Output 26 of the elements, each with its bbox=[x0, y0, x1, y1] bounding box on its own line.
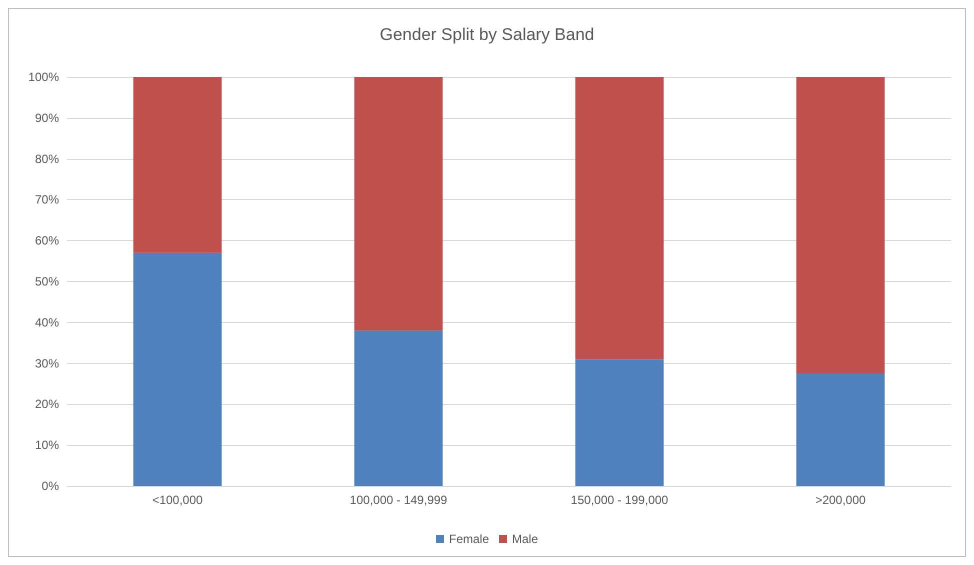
y-tick-label: 60% bbox=[34, 234, 60, 248]
chart-title: Gender Split by Salary Band bbox=[380, 25, 594, 44]
y-tick-label: 80% bbox=[34, 152, 60, 166]
y-tick-label: 70% bbox=[34, 192, 60, 207]
bar bbox=[575, 359, 664, 486]
y-tick-label: 20% bbox=[34, 397, 60, 412]
legend-label: Male bbox=[512, 532, 538, 546]
bar bbox=[575, 77, 664, 360]
bar bbox=[354, 330, 443, 486]
bar bbox=[133, 77, 222, 253]
x-tick-label: <100,000 bbox=[152, 493, 204, 507]
x-tick-label: >200,000 bbox=[815, 493, 866, 507]
bar bbox=[796, 77, 885, 374]
bar bbox=[133, 252, 222, 486]
x-tick-label: 150,000 - 199,000 bbox=[570, 493, 669, 507]
y-tick-label: 30% bbox=[34, 356, 60, 370]
y-tick-label: 10% bbox=[34, 438, 60, 452]
y-tick-label: 90% bbox=[34, 110, 60, 125]
y-tick-label: 50% bbox=[34, 274, 60, 288]
bar bbox=[796, 374, 885, 486]
x-tick-label: 100,000 - 149,999 bbox=[350, 493, 448, 507]
y-tick-label: 0% bbox=[42, 479, 60, 493]
y-tick-label: 100% bbox=[28, 70, 60, 84]
bar bbox=[354, 77, 443, 331]
y-tick-label: 40% bbox=[34, 315, 60, 330]
legend-label: Female bbox=[448, 532, 490, 546]
